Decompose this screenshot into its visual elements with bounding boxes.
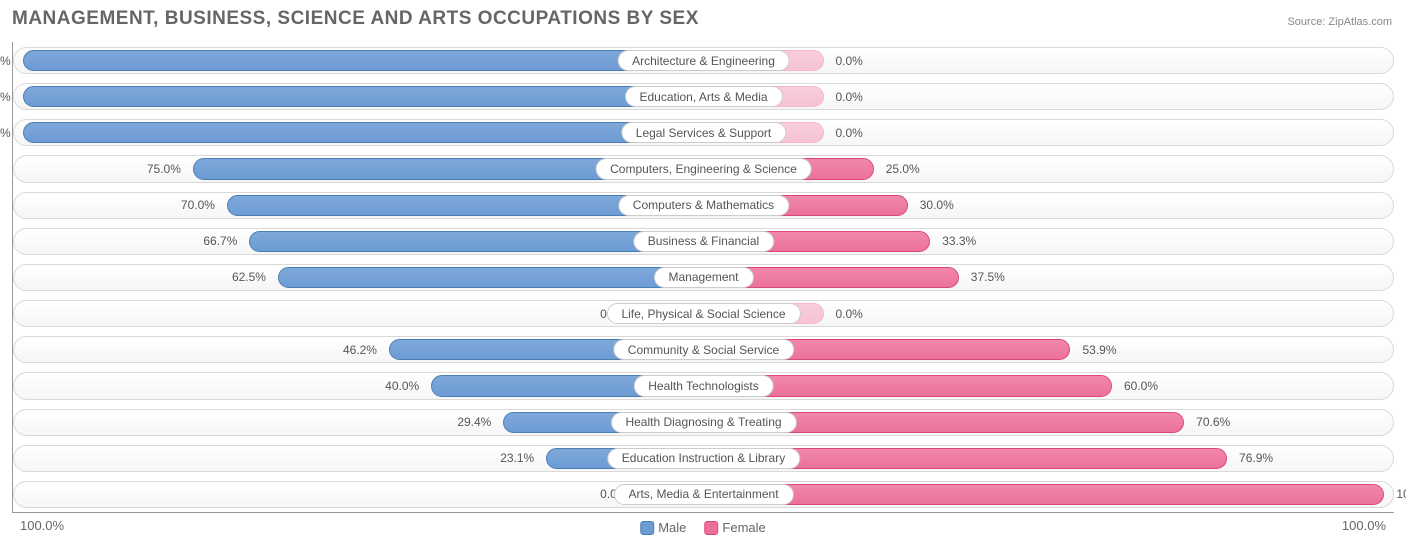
bar-label-male: 100.0% <box>0 50 17 71</box>
bar-label-female: 37.5% <box>965 267 1005 288</box>
bar-label-male: 62.5% <box>232 267 272 288</box>
bar-label-female: 76.9% <box>1233 448 1273 469</box>
chart-source: Source: ZipAtlas.com <box>1287 16 1392 28</box>
chart-row: 100.0%0.0%Education, Arts & Media <box>13 80 1394 113</box>
bar-label-female: 0.0% <box>830 86 863 107</box>
bar-label-male: 29.4% <box>457 412 497 433</box>
bar-label-male: 23.1% <box>500 448 540 469</box>
chart-row: 29.4% 70.6% Health Diagnosing & Treating <box>13 406 1394 439</box>
chart-row: 70.0% 30.0% Computers & Mathematics <box>13 189 1394 222</box>
bar-label-male: 100.0% <box>0 122 17 143</box>
chart-row: 62.5% 37.5% Management <box>13 261 1394 294</box>
legend-label-female: Female <box>722 520 765 535</box>
bar-label-female: 0.0% <box>830 122 863 143</box>
bar-label-female: 60.0% <box>1118 375 1158 396</box>
category-label: Computers & Mathematics <box>618 195 789 216</box>
chart-row: 100.0%0.0%Architecture & Engineering <box>13 44 1394 77</box>
bar-label-female: 53.9% <box>1076 339 1116 360</box>
legend: Male Female <box>640 520 766 535</box>
legend-item-male: Male <box>640 520 686 535</box>
bar-label-female: 100.0% <box>1390 484 1406 505</box>
axis-label-right: 100.0% <box>1342 518 1386 533</box>
bar-label-male: 46.2% <box>343 339 383 360</box>
bar-male <box>23 86 704 107</box>
bar-label-female: 30.0% <box>914 195 954 216</box>
category-label: Arts, Media & Entertainment <box>613 484 793 505</box>
legend-swatch-male <box>640 521 654 535</box>
bar-label-male: 40.0% <box>385 375 425 396</box>
plot-area: 100.0%0.0%Architecture & Engineering100.… <box>12 42 1394 513</box>
chart-title: MANAGEMENT, BUSINESS, SCIENCE AND ARTS O… <box>8 0 1398 34</box>
category-label: Life, Physical & Social Science <box>606 303 800 324</box>
chart-row: 75.0% 25.0% Computers, Engineering & Scien… <box>13 152 1394 185</box>
chart-row: 23.1% 76.9% Education Instruction & Librar… <box>13 442 1394 475</box>
bar-label-female: 0.0% <box>830 303 863 324</box>
bar-male <box>278 267 704 288</box>
bar-label-female: 70.6% <box>1190 412 1230 433</box>
category-label: Architecture & Engineering <box>617 50 790 71</box>
chart-row: 40.0% 60.0% Health Technologists <box>13 369 1394 402</box>
legend-swatch-female <box>704 521 718 535</box>
bar-label-male: 75.0% <box>147 158 187 179</box>
bar-label-male: 66.7% <box>203 231 243 252</box>
bar-label-female: 25.0% <box>880 158 920 179</box>
category-label: Health Technologists <box>633 375 774 396</box>
category-label: Business & Financial <box>633 231 774 252</box>
category-label: Management <box>653 267 753 288</box>
bar-label-male: 70.0% <box>181 195 221 216</box>
bar-label-female: 0.0% <box>830 50 863 71</box>
bar-female <box>704 484 1385 505</box>
category-label: Community & Social Service <box>613 339 794 360</box>
category-label: Health Diagnosing & Treating <box>610 412 796 433</box>
bar-male <box>23 122 704 143</box>
legend-item-female: Female <box>704 520 765 535</box>
bar-label-female: 33.3% <box>936 231 976 252</box>
chart-row: 46.2% 53.9% Community & Social Service <box>13 333 1394 366</box>
chart-row: 66.7% 33.3% Business & Financial <box>13 225 1394 258</box>
chart-row: 100.0%0.0%Legal Services & Support <box>13 116 1394 149</box>
legend-label-male: Male <box>658 520 686 535</box>
axis-label-left: 100.0% <box>20 518 64 533</box>
occupations-by-sex-chart: MANAGEMENT, BUSINESS, SCIENCE AND ARTS O… <box>8 0 1398 559</box>
category-label: Education, Arts & Media <box>624 86 782 107</box>
bar-male <box>23 50 704 71</box>
bar-label-male: 100.0% <box>0 86 17 107</box>
category-label: Education Instruction & Library <box>607 448 800 469</box>
category-label: Legal Services & Support <box>621 122 786 143</box>
category-label: Computers, Engineering & Science <box>595 158 812 179</box>
chart-row: 0.0%0.0%Life, Physical & Social Science <box>13 297 1394 330</box>
chart-row: 0.0%100.0%Arts, Media & Entertainment <box>13 478 1394 511</box>
